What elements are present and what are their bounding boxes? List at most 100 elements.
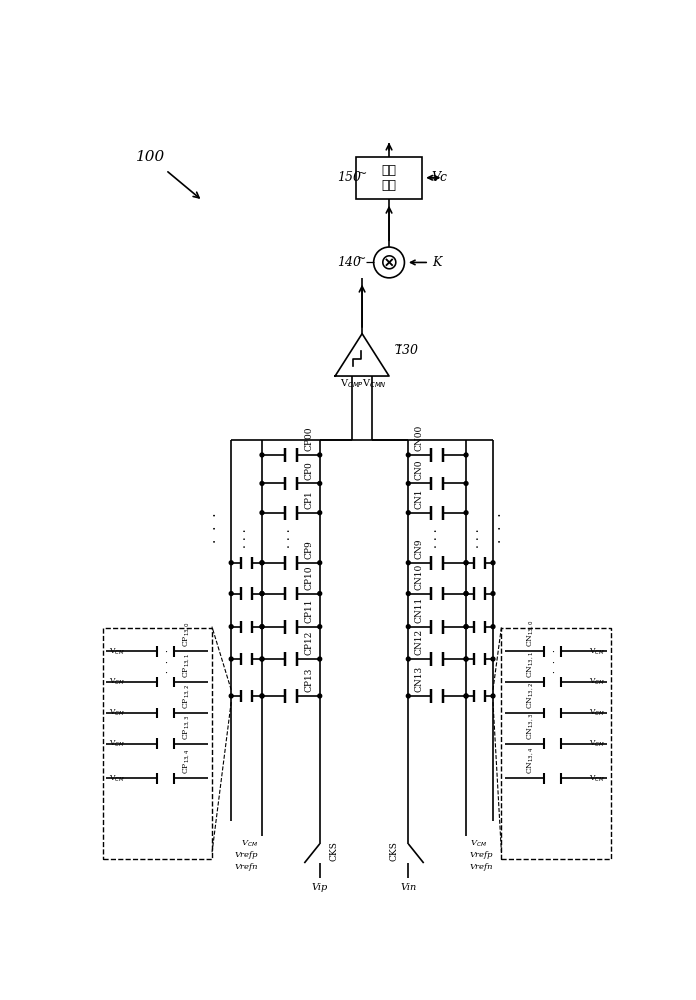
Circle shape <box>229 694 233 698</box>
Circle shape <box>464 561 468 565</box>
Circle shape <box>464 657 468 661</box>
Circle shape <box>406 561 410 565</box>
Text: V$_{CMN}$: V$_{CMN}$ <box>362 377 387 390</box>
Circle shape <box>406 453 410 457</box>
Circle shape <box>318 657 322 661</box>
Text: CN0: CN0 <box>414 459 423 480</box>
Circle shape <box>229 561 233 565</box>
Text: 150: 150 <box>337 171 361 184</box>
Text: V$_{CM}$: V$_{CM}$ <box>109 738 125 749</box>
Text: CN12: CN12 <box>414 629 423 655</box>
Text: Vin: Vin <box>400 883 416 892</box>
Text: Vrefn: Vrefn <box>235 863 258 871</box>
Text: CP11: CP11 <box>305 598 314 623</box>
Circle shape <box>464 561 468 565</box>
Text: CP9: CP9 <box>305 540 314 559</box>
Text: V$_{CM}$: V$_{CM}$ <box>109 708 125 718</box>
Text: CP0: CP0 <box>305 461 314 480</box>
Circle shape <box>464 511 468 515</box>
Circle shape <box>464 694 468 698</box>
Circle shape <box>229 657 233 661</box>
Text: ~: ~ <box>394 341 403 351</box>
Text: CP$_{13,4}$: CP$_{13,4}$ <box>182 749 192 774</box>
Text: CN$_{13,1}$: CN$_{13,1}$ <box>526 651 536 678</box>
Circle shape <box>406 694 410 698</box>
Text: V$_{CM}$: V$_{CM}$ <box>589 646 605 657</box>
Text: Vip: Vip <box>312 883 328 892</box>
Text: ⊗: ⊗ <box>380 252 398 272</box>
Circle shape <box>260 694 264 698</box>
Circle shape <box>260 592 264 595</box>
Text: V$_{CM}$: V$_{CM}$ <box>589 708 605 718</box>
Text: ·  ·  ·: · · · <box>209 513 223 543</box>
Text: ·
·
·: · · · <box>164 648 167 678</box>
Circle shape <box>406 657 410 661</box>
Circle shape <box>464 592 468 595</box>
Bar <box>102 628 212 859</box>
Text: CKS: CKS <box>329 842 338 861</box>
Text: V$_{CM}$: V$_{CM}$ <box>241 839 258 849</box>
Circle shape <box>491 694 495 698</box>
Text: · · ·: · · · <box>240 528 253 548</box>
Text: CP$_{13,3}$: CP$_{13,3}$ <box>182 714 192 740</box>
Circle shape <box>464 694 468 698</box>
Text: CP$_{13,0}$: CP$_{13,0}$ <box>182 622 192 647</box>
Circle shape <box>406 482 410 485</box>
Text: V$_{CMP}$: V$_{CMP}$ <box>340 377 364 390</box>
Text: CN9: CN9 <box>414 538 423 559</box>
Circle shape <box>406 592 410 595</box>
Circle shape <box>260 694 264 698</box>
Text: CP$_{13,1}$: CP$_{13,1}$ <box>182 653 192 678</box>
Text: CP10: CP10 <box>305 565 314 590</box>
Circle shape <box>464 453 468 457</box>
Circle shape <box>318 453 322 457</box>
Text: Vrefp: Vrefp <box>235 851 258 859</box>
Text: CN00: CN00 <box>414 425 423 451</box>
Circle shape <box>260 453 264 457</box>
Text: V$_{CM}$: V$_{CM}$ <box>109 677 125 687</box>
Circle shape <box>260 482 264 485</box>
Circle shape <box>260 625 264 629</box>
Text: CN11: CN11 <box>414 597 423 623</box>
Bar <box>356 157 422 199</box>
Circle shape <box>464 625 468 629</box>
Circle shape <box>318 482 322 485</box>
Text: ~: ~ <box>356 254 366 264</box>
Circle shape <box>464 592 468 595</box>
Circle shape <box>260 657 264 661</box>
Circle shape <box>229 625 233 629</box>
Text: V$_{CM}$: V$_{CM}$ <box>109 646 125 657</box>
Circle shape <box>318 561 322 565</box>
Circle shape <box>318 694 322 698</box>
Text: CN13: CN13 <box>414 666 423 692</box>
Circle shape <box>464 657 468 661</box>
Text: · · ·: · · · <box>431 528 443 548</box>
Circle shape <box>406 511 410 515</box>
Text: ·
·
·: · · · <box>551 648 554 678</box>
Text: 处理
电路: 处理 电路 <box>381 164 397 192</box>
Circle shape <box>491 625 495 629</box>
Circle shape <box>318 625 322 629</box>
Text: K: K <box>432 256 441 269</box>
Text: · · ·: · · · <box>285 528 297 548</box>
Text: CN$_{13,4}$: CN$_{13,4}$ <box>526 747 536 774</box>
Circle shape <box>229 592 233 595</box>
Circle shape <box>491 657 495 661</box>
Text: · · ·: · · · <box>473 528 486 548</box>
Circle shape <box>464 482 468 485</box>
Text: CN10: CN10 <box>414 563 423 590</box>
Text: V$_{CM}$: V$_{CM}$ <box>589 738 605 749</box>
Text: CN$_{13,3}$: CN$_{13,3}$ <box>526 713 536 740</box>
Circle shape <box>464 625 468 629</box>
Circle shape <box>491 561 495 565</box>
Text: CKS: CKS <box>390 842 399 861</box>
Text: Vrefp: Vrefp <box>470 851 493 859</box>
Text: CP13: CP13 <box>305 668 314 692</box>
Text: CP12: CP12 <box>305 631 314 655</box>
Circle shape <box>491 592 495 595</box>
Circle shape <box>260 511 264 515</box>
Text: Vrefn: Vrefn <box>470 863 493 871</box>
Circle shape <box>260 561 264 565</box>
Text: CP$_{13,2}$: CP$_{13,2}$ <box>182 684 192 709</box>
Circle shape <box>260 625 264 629</box>
